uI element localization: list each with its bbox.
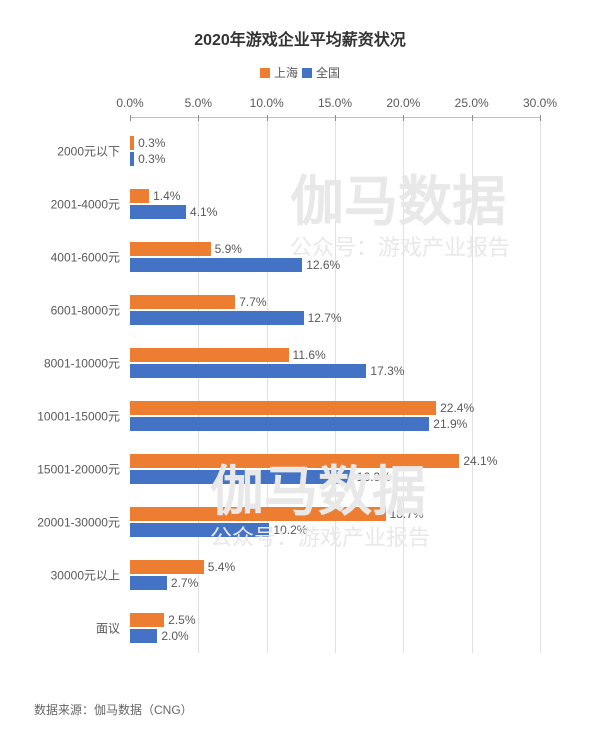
x-tick-label: 25.0%	[455, 96, 489, 110]
bar-value-label: 12.7%	[304, 311, 342, 325]
bar: 5.9%	[130, 242, 211, 256]
x-tick	[540, 115, 541, 121]
bar-value-label: 2.7%	[167, 576, 198, 590]
x-tick-label: 30.0%	[523, 96, 557, 110]
category-label: 15001-20000元	[37, 460, 130, 477]
category-label: 30000元以上	[51, 566, 130, 583]
bar: 0.3%	[130, 136, 134, 150]
category-label: 2001-4000元	[51, 195, 130, 212]
category-group: 4001-6000元5.9%12.6%	[130, 230, 540, 283]
bar: 11.6%	[130, 348, 289, 362]
bar: 16.3%	[130, 470, 353, 484]
bar: 10.2%	[130, 523, 269, 537]
category-group: 6001-8000元7.7%12.7%	[130, 283, 540, 336]
bar: 12.7%	[130, 311, 304, 325]
x-tick-label: 5.0%	[185, 96, 212, 110]
category-group: 20001-30000元18.7%10.2%	[130, 495, 540, 548]
bar: 1.4%	[130, 189, 149, 203]
x-tick	[267, 115, 268, 121]
legend: 上海 全国	[0, 64, 600, 81]
bar: 12.6%	[130, 258, 302, 272]
chart: 0.0%5.0%10.0%15.0%20.0%25.0%30.0%2000元以下…	[130, 93, 540, 653]
legend-label: 全国	[316, 64, 340, 81]
category-group: 2000元以下0.3%0.3%	[130, 124, 540, 177]
bar-value-label: 22.4%	[436, 401, 474, 415]
x-tick	[472, 115, 473, 121]
bar-value-label: 2.0%	[157, 629, 188, 643]
plot-area: 0.0%5.0%10.0%15.0%20.0%25.0%30.0%2000元以下…	[130, 117, 540, 653]
category-group: 15001-20000元24.1%16.3%	[130, 442, 540, 495]
bar-value-label: 7.7%	[235, 295, 266, 309]
bar: 0.3%	[130, 152, 134, 166]
bar: 22.4%	[130, 401, 436, 415]
bar-value-label: 4.1%	[186, 205, 217, 219]
category-label: 10001-15000元	[37, 407, 130, 424]
category-label: 20001-30000元	[37, 513, 130, 530]
bar-value-label: 12.6%	[302, 258, 340, 272]
x-tick	[403, 115, 404, 121]
category-label: 6001-8000元	[51, 301, 130, 318]
bar-value-label: 5.4%	[204, 560, 235, 574]
bar: 4.1%	[130, 205, 186, 219]
bar-value-label: 11.6%	[289, 348, 326, 362]
x-tick-label: 0.0%	[116, 96, 143, 110]
category-group: 2001-4000元1.4%4.1%	[130, 177, 540, 230]
bar: 24.1%	[130, 454, 459, 468]
bar: 7.7%	[130, 295, 235, 309]
x-tick-label: 15.0%	[318, 96, 352, 110]
legend-swatch	[260, 68, 270, 78]
category-group: 面议2.5%2.0%	[130, 601, 540, 654]
bar-value-label: 16.3%	[353, 470, 391, 484]
legend-label: 上海	[274, 64, 298, 81]
category-group: 30000元以上5.4%2.7%	[130, 548, 540, 601]
bar: 2.7%	[130, 576, 167, 590]
chart-title: 2020年游戏企业平均薪资状况	[0, 0, 600, 50]
bar-value-label: 17.3%	[366, 364, 404, 378]
x-tick	[130, 115, 131, 121]
bar-value-label: 21.9%	[429, 417, 467, 431]
legend-item: 上海	[260, 64, 298, 81]
bar-value-label: 1.4%	[149, 189, 180, 203]
bar-value-label: 0.3%	[134, 152, 165, 166]
grid-line	[540, 118, 541, 653]
bar-value-label: 10.2%	[269, 523, 307, 537]
category-label: 4001-6000元	[51, 248, 130, 265]
bar: 21.9%	[130, 417, 429, 431]
bar: 17.3%	[130, 364, 366, 378]
legend-item: 全国	[302, 64, 340, 81]
category-group: 8001-10000元11.6%17.3%	[130, 336, 540, 389]
bar-value-label: 2.5%	[164, 613, 195, 627]
category-group: 10001-15000元22.4%21.9%	[130, 389, 540, 442]
bar-value-label: 5.9%	[211, 242, 242, 256]
bar: 2.0%	[130, 629, 157, 643]
x-tick-label: 20.0%	[386, 96, 420, 110]
bar-value-label: 18.7%	[386, 507, 424, 521]
bar: 5.4%	[130, 560, 204, 574]
source-text: 数据来源：伽马数据（CNG）	[34, 701, 193, 718]
bar-value-label: 0.3%	[134, 136, 165, 150]
category-label: 面议	[96, 619, 130, 636]
category-label: 2000元以下	[57, 142, 130, 159]
x-tick	[198, 115, 199, 121]
category-label: 8001-10000元	[44, 354, 130, 371]
legend-swatch	[302, 68, 312, 78]
bar: 2.5%	[130, 613, 164, 627]
bar: 18.7%	[130, 507, 386, 521]
x-tick	[335, 115, 336, 121]
bar-value-label: 24.1%	[459, 454, 497, 468]
x-tick-label: 10.0%	[250, 96, 284, 110]
